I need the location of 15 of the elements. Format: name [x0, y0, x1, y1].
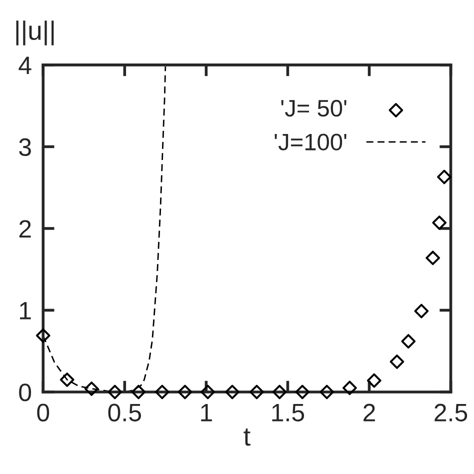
x-tick-label: 1	[201, 404, 212, 422]
x-tick-label: 0.5	[108, 404, 141, 422]
x-tick-label: 1.5	[272, 404, 304, 422]
y-tick-label: 0	[19, 384, 32, 402]
y-tick-label: 4	[18, 56, 32, 74]
y-tick-label: 2	[19, 220, 31, 238]
legend-label: 'J= 50'	[281, 100, 346, 117]
y-tick-label: 3	[19, 138, 31, 156]
x-tick-label: 0	[37, 404, 50, 422]
x-tick-label: 2.5	[434, 404, 468, 422]
y-tick-label: 1	[20, 302, 31, 320]
x-axis-title: t	[244, 428, 250, 446]
x-tick-label: 2	[364, 404, 375, 422]
y-axis-title: ||u||	[16, 20, 54, 46]
legend-label: 'J=100'	[274, 134, 346, 150]
